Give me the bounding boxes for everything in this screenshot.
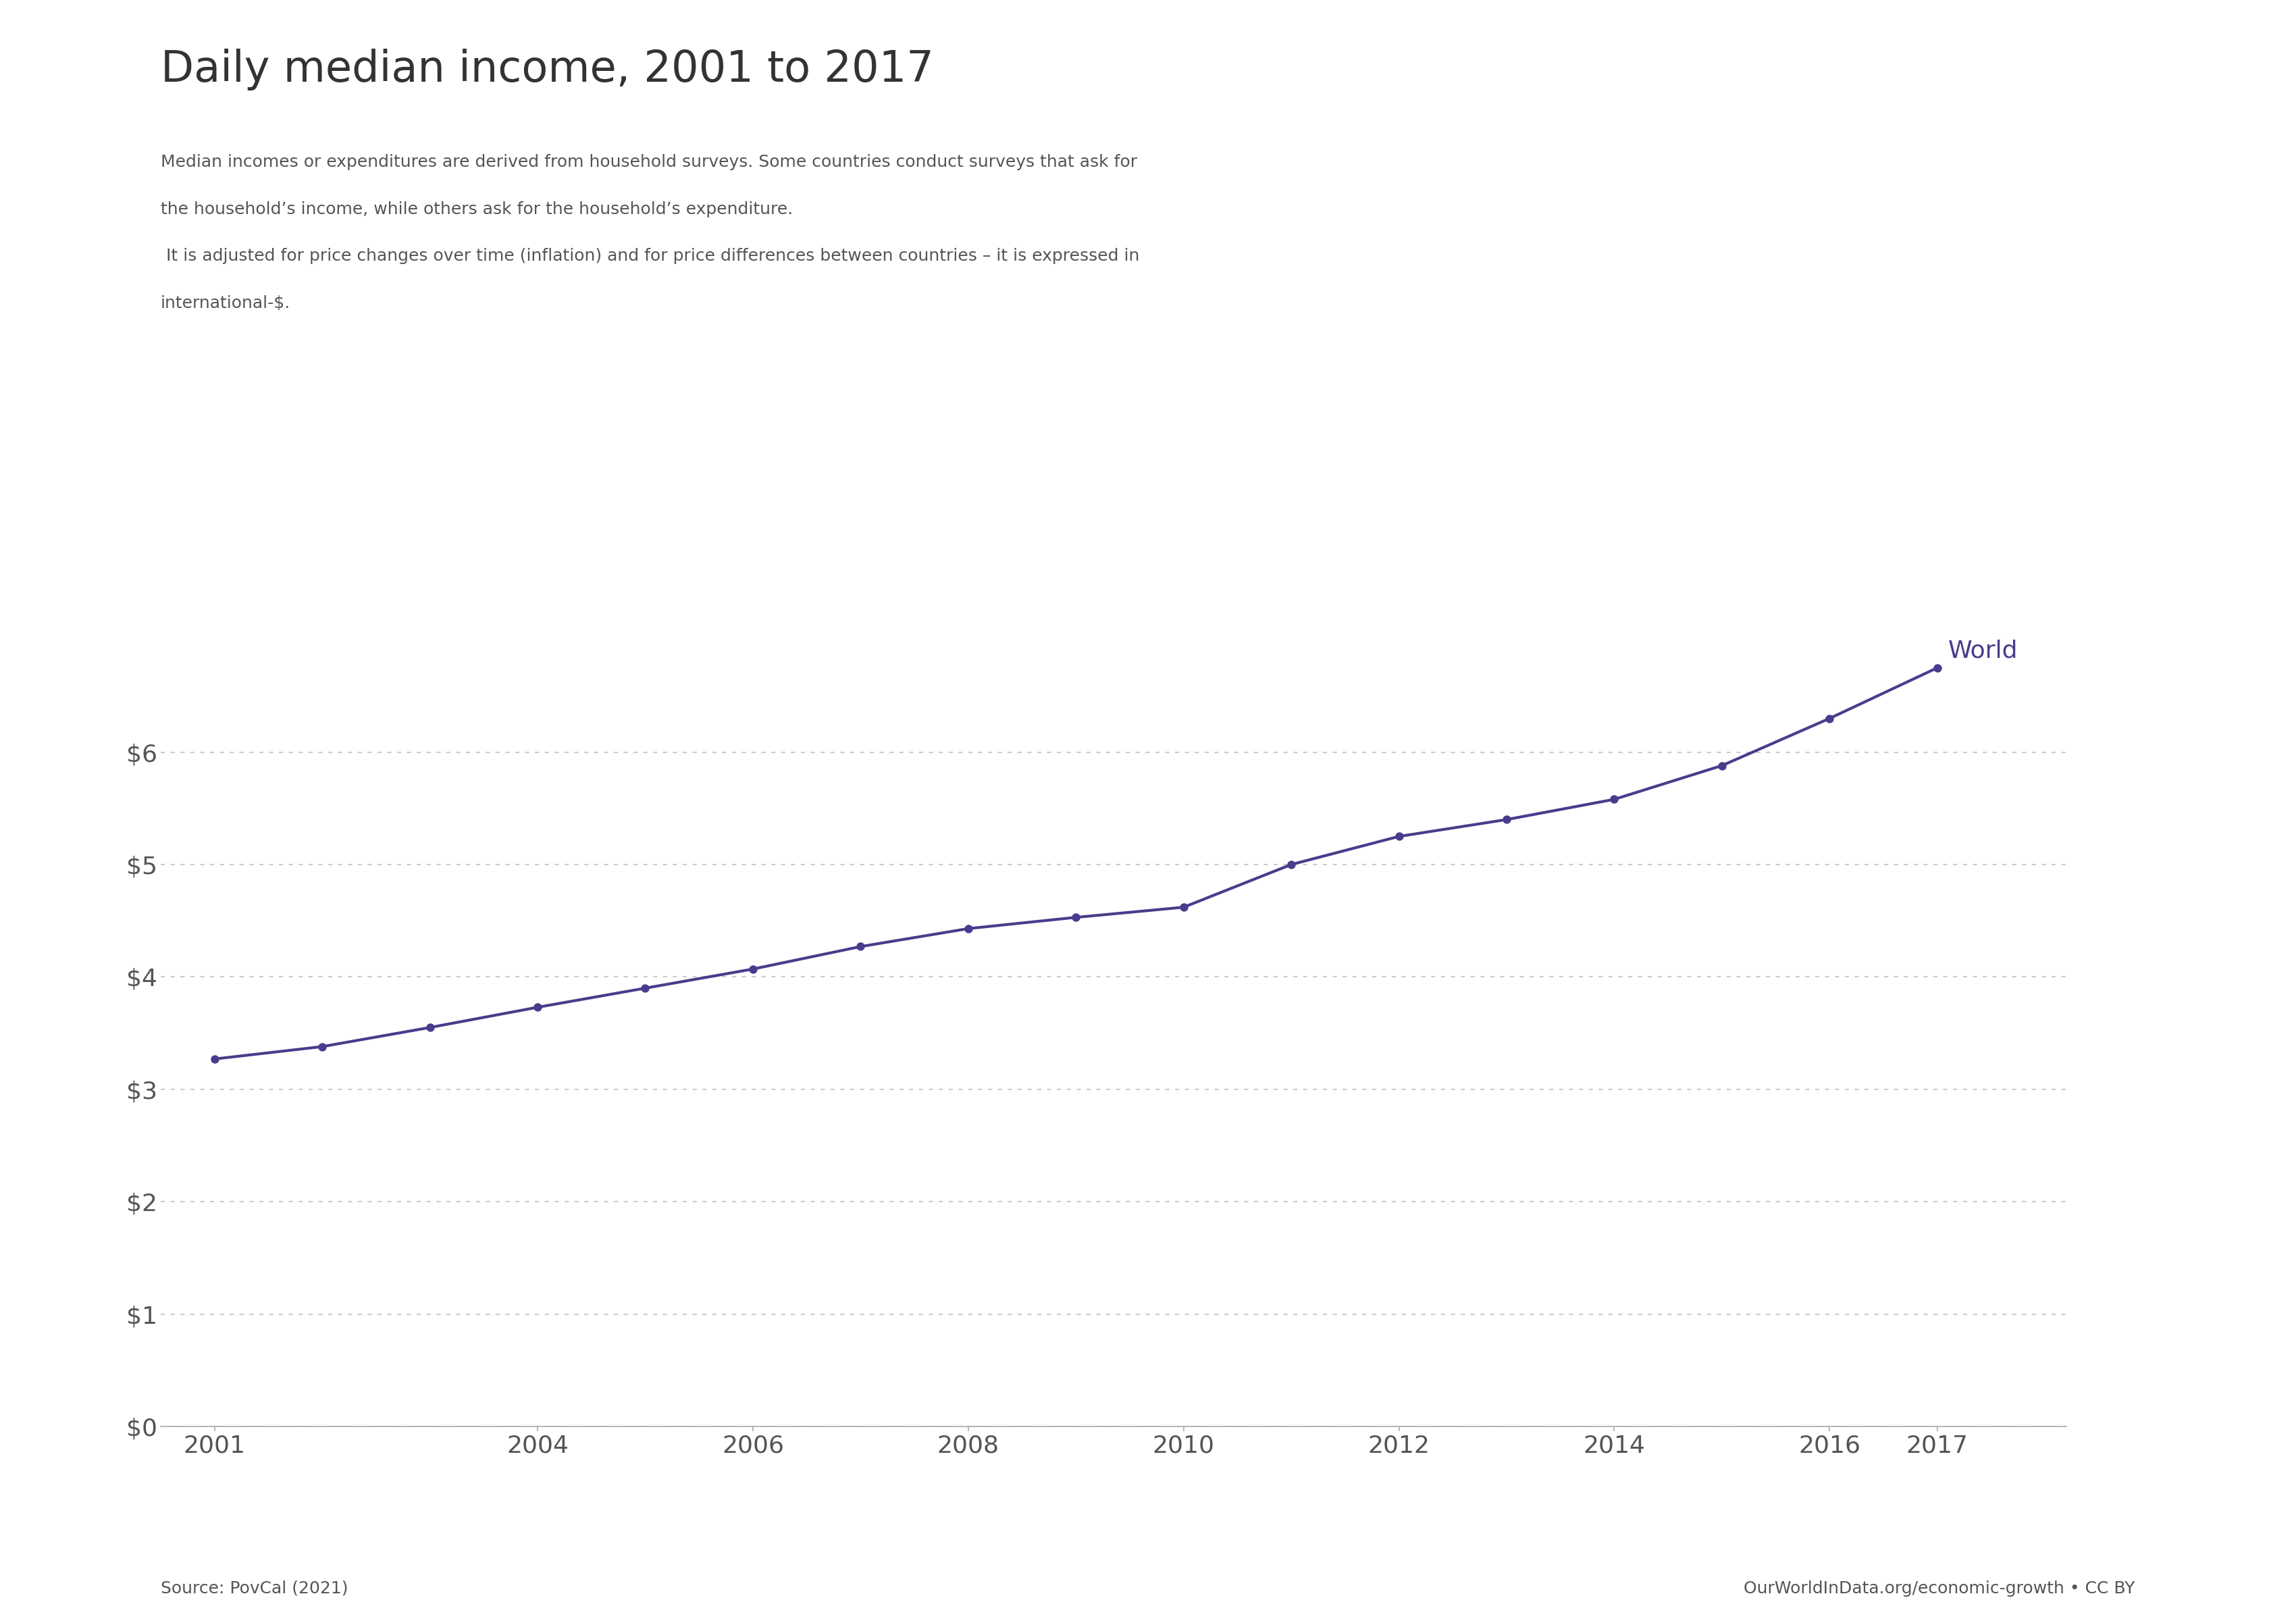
Point [1596,786,1632,812]
Text: It is adjusted for price changes over time (inflation) and for price differences: It is adjusted for price changes over ti… [161,248,1139,264]
Point [1272,851,1309,877]
Text: Source: PovCal (2021): Source: PovCal (2021) [161,1580,349,1597]
Point [1812,705,1848,731]
Point [951,916,987,942]
Point [303,1034,340,1060]
Text: Daily median income, 2001 to 2017: Daily median income, 2001 to 2017 [161,49,934,91]
Point [1058,905,1095,930]
Text: World: World [1947,639,2018,663]
Point [519,994,556,1020]
Point [627,976,664,1002]
Point [411,1015,448,1041]
Point [1488,807,1525,833]
Text: OurWorldInData.org/economic-growth • CC BY: OurWorldInData.org/economic-growth • CC … [1745,1580,2135,1597]
Text: Our World: Our World [2060,76,2167,96]
Point [195,1046,232,1071]
Point [1164,895,1201,921]
Text: Median incomes or expenditures are derived from household surveys. Some countrie: Median incomes or expenditures are deriv… [161,154,1137,170]
Point [1919,655,1956,681]
Point [1380,823,1417,849]
Text: in Data: in Data [2076,125,2151,144]
Text: the household’s income, while others ask for the household’s expenditure.: the household’s income, while others ask… [161,201,792,217]
Point [843,934,879,960]
Text: international-$.: international-$. [161,295,292,311]
Point [735,956,771,982]
Point [1704,752,1740,778]
